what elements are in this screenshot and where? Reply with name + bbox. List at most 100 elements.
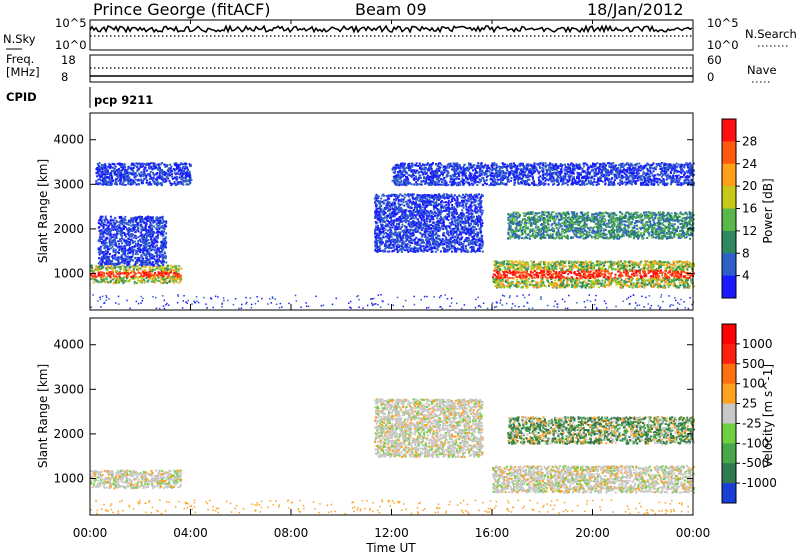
echo-pixel [101, 280, 103, 282]
echo-pixel [474, 226, 476, 228]
echo-pixel [102, 277, 104, 279]
echo-pixel [123, 178, 125, 180]
echo-pixel [153, 177, 155, 179]
echo-pixel [457, 216, 459, 218]
echo-pixel [118, 171, 120, 173]
echo-pixel [392, 226, 394, 228]
echo-pixel [397, 198, 399, 200]
echo-pixel [135, 235, 137, 237]
echo-pixel [661, 274, 663, 276]
echo-pixel [377, 227, 379, 229]
echo-pixel [105, 253, 107, 255]
echo-pixel [133, 246, 135, 248]
echo-pixel [116, 270, 118, 272]
echo-pixel [376, 243, 378, 245]
echo-pixel [120, 258, 122, 260]
echo-pixel [454, 208, 456, 210]
sky-traces [90, 26, 693, 36]
echo-pixel [100, 276, 102, 278]
echo-pixel [413, 212, 415, 214]
echo-pixel [458, 230, 460, 232]
echo-pixel [111, 177, 113, 179]
echo-pixel [391, 233, 393, 235]
echo-pixel [163, 266, 165, 268]
echo-pixel [421, 220, 423, 222]
echo-pixel [450, 238, 452, 240]
echo-pixel [493, 278, 495, 280]
echo-pixel [179, 167, 181, 169]
echo-pixel [389, 246, 391, 248]
echo-pixel [438, 230, 440, 232]
echo-pixel [387, 233, 389, 235]
echo-pixel [105, 278, 107, 280]
echo-pixel [542, 282, 544, 284]
echo-pixel [176, 176, 178, 178]
echo-pixel [444, 250, 446, 252]
echo-pixel [465, 205, 467, 207]
echo-pixel [147, 245, 149, 247]
echo-pixel [421, 201, 423, 203]
echo-pixel [453, 210, 455, 212]
echo-pixel [116, 182, 118, 184]
echo-pixel [159, 218, 161, 220]
echo-pixel [140, 180, 142, 182]
echo-pixel [463, 226, 465, 228]
echo-pixel [165, 237, 167, 239]
echo-pixel [127, 253, 129, 255]
echo-pixel [110, 262, 112, 264]
echo-pixel [165, 225, 167, 227]
echo-pixel [411, 207, 413, 209]
echo-pixel [480, 240, 482, 242]
echo-pixel [428, 201, 430, 203]
echo-pixel [159, 256, 161, 258]
echo-pixel [404, 246, 406, 248]
echo-pixel [117, 263, 119, 265]
echo-pixel [127, 276, 129, 278]
echo-pixel [393, 241, 395, 243]
echo-pixel [127, 250, 129, 252]
echo-pixel [146, 170, 148, 172]
echo-pixel [432, 222, 434, 224]
echo-pixel [182, 170, 184, 172]
echo-pixel [110, 182, 112, 184]
echo-pixel [171, 166, 173, 168]
echo-pixel [469, 247, 471, 249]
echo-pixel [137, 265, 139, 267]
echo-pixel [377, 240, 379, 242]
echo-pixel [446, 244, 448, 246]
echo-pixel [153, 255, 155, 257]
echo-pixel [149, 275, 151, 277]
echo-pixel [425, 243, 427, 245]
echo-pixel [125, 219, 127, 221]
echo-pixel [409, 200, 411, 202]
echo-pixel [113, 277, 115, 279]
echo-pixel [140, 275, 142, 277]
echo-pixel [431, 197, 433, 199]
echo-pixel [155, 236, 157, 238]
echo-pixel [135, 173, 137, 175]
echo-pixel [110, 216, 112, 218]
echo-pixel [186, 181, 188, 183]
echo-pixel [128, 241, 130, 243]
echo-pixel [156, 262, 158, 264]
echo-pixel [99, 223, 101, 225]
echo-pixel [142, 163, 144, 165]
echo-pixel [454, 227, 456, 229]
echo-pixel [413, 209, 415, 211]
echo-pixel [104, 221, 106, 223]
echo-pixel [406, 237, 408, 239]
echo-pixel [389, 205, 391, 207]
echo-pixel [149, 183, 151, 185]
echo-pixel [99, 238, 101, 240]
echo-pixel [145, 217, 147, 219]
echo-pixel [473, 196, 475, 198]
echo-pixel [466, 239, 468, 241]
echo-pixel [134, 165, 136, 167]
echo-pixel [143, 240, 145, 242]
echo-pixel [479, 246, 481, 248]
echo-pixel [98, 169, 100, 171]
echo-pixel [395, 228, 397, 230]
echo-pixel [374, 233, 376, 235]
echo-pixel [146, 236, 148, 238]
echo-pixel [445, 218, 447, 220]
